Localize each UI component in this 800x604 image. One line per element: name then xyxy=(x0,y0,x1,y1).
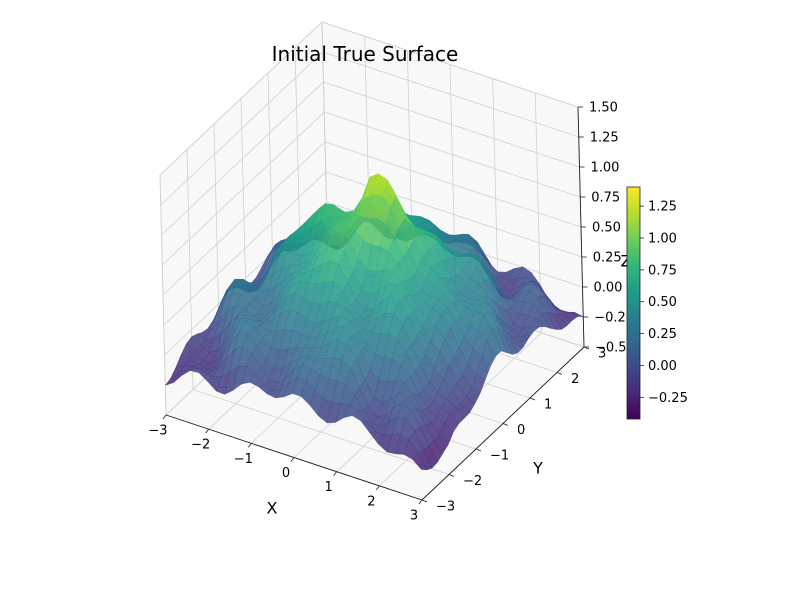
colorbar-tick-label: 0.00 xyxy=(648,359,677,374)
x-tick-mark xyxy=(418,499,423,505)
colorbar-tick-label: −0.25 xyxy=(648,391,688,406)
y-tick-label: −1 xyxy=(490,449,509,464)
x-tick-label: 3 xyxy=(410,509,418,524)
colorbar: −0.25 0.00 0.25 0.50 0.75 1.00 1.25 xyxy=(626,186,688,420)
x-tick-mark xyxy=(248,443,252,448)
tick-labels: −3−2−10123−3−2−10123−0.50−0.250.000.250.… xyxy=(148,101,634,524)
y-axis-label: Y xyxy=(532,459,543,478)
z-tick-label: 1.25 xyxy=(590,131,619,146)
x-tick-label: 0 xyxy=(282,466,290,481)
colorbar-tick-label: 0.50 xyxy=(648,295,677,310)
y-tick-label: 3 xyxy=(598,347,606,362)
y-tick-label: −3 xyxy=(436,500,455,515)
gridline-z xyxy=(162,141,582,296)
gridline-z xyxy=(164,201,583,356)
colorbar-tick-label: 1.25 xyxy=(648,200,677,215)
z-axis-label: Z xyxy=(621,252,632,271)
y-tick-mark xyxy=(556,372,563,375)
chart-title: Initial True Surface xyxy=(271,42,459,66)
y-tick-mark xyxy=(448,474,455,477)
z-tick-label: −0.25 xyxy=(594,311,634,326)
y-tick-mark xyxy=(529,397,536,401)
gridline-z xyxy=(159,21,579,176)
x-tick-label: −3 xyxy=(148,424,167,439)
x-tick-mark xyxy=(162,414,167,420)
z-tick-label: 1.00 xyxy=(591,161,620,176)
y-tick-label: −2 xyxy=(463,474,482,489)
x-tick-mark xyxy=(290,457,295,462)
x-axis-label: X xyxy=(267,499,278,518)
y-tick-label: 2 xyxy=(571,372,579,387)
surface xyxy=(164,173,584,471)
z-tick-label: 0.00 xyxy=(594,281,623,296)
colorbar-bar xyxy=(626,186,641,420)
x-tick-mark xyxy=(376,485,380,491)
z-tick-label: 0.50 xyxy=(592,221,621,236)
y-tick-mark xyxy=(475,448,482,452)
x-tick-label: 1 xyxy=(325,480,333,495)
x-tick-label: −2 xyxy=(191,438,210,453)
x-tick-mark xyxy=(205,428,209,434)
surface-facet xyxy=(412,452,428,471)
colorbar-tick-label: 0.25 xyxy=(648,327,677,342)
y-tick-label: 1 xyxy=(544,398,552,413)
colorbar-tick-label: 0.75 xyxy=(648,263,677,278)
z-tick-label: 0.75 xyxy=(591,191,620,206)
y-tick-label: 0 xyxy=(517,423,525,438)
gridline-z xyxy=(161,81,580,236)
z-tick-label: 0.25 xyxy=(593,251,622,266)
y-tick-mark xyxy=(421,499,428,503)
z-tick-label: −0.50 xyxy=(595,341,635,356)
gridline-z xyxy=(160,51,579,206)
x-tick-mark xyxy=(333,471,337,476)
x-tick-label: −1 xyxy=(234,452,253,467)
gridline-z xyxy=(163,171,582,326)
colorbar-tick-label: 1.00 xyxy=(648,231,677,246)
gridline-z xyxy=(162,111,581,266)
x-tick-label: 2 xyxy=(367,494,375,509)
y-tick-mark xyxy=(502,423,509,426)
z-tick-label: 1.50 xyxy=(589,101,618,116)
